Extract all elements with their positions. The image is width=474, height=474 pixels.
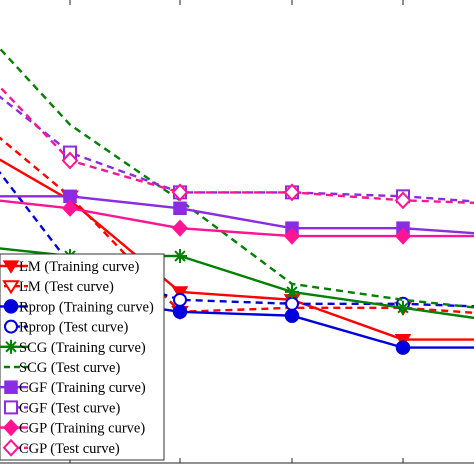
legend-label: LM (Test curve) (19, 279, 114, 295)
series-line (0, 158, 474, 341)
data-point (283, 183, 301, 202)
series-line (0, 46, 474, 309)
data-point (173, 249, 187, 264)
legend-item: SCG (Test curve) (0, 360, 120, 376)
series-line (0, 170, 474, 308)
data-point (2, 438, 20, 457)
data-point (2, 280, 20, 295)
legend-item: CGP (Training curve) (0, 419, 145, 437)
data-point (2, 419, 20, 437)
data-point (394, 191, 412, 210)
legend-label: SCG (Training curve) (19, 340, 146, 356)
series-line (0, 136, 474, 315)
data-point (396, 300, 410, 315)
data-point (2, 260, 20, 274)
legend-box (0, 253, 165, 461)
data-point (173, 201, 187, 216)
data-point (283, 227, 301, 245)
series-line (0, 85, 474, 205)
legend: LM (Training curve) LM (Test curve) Rprop … (0, 253, 165, 461)
data-point (285, 284, 299, 299)
data-point (4, 339, 18, 354)
series-9 (0, 85, 474, 210)
asterisk-stroke (174, 250, 186, 262)
data-point (285, 296, 299, 311)
data-point (61, 151, 79, 170)
data-point (284, 308, 300, 323)
legend-item: Rprop (Test curve) (0, 319, 128, 336)
asterisk-stroke (397, 302, 409, 314)
legend-label: CGF (Training curve) (19, 380, 146, 396)
data-point (4, 319, 18, 334)
axes (0, 0, 474, 464)
legend-item: LM (Training curve) (0, 259, 139, 275)
data-point (173, 292, 187, 307)
legend-item: SCG (Training curve) (0, 339, 146, 356)
asterisk-stroke (5, 341, 17, 353)
data-point (394, 333, 412, 348)
data-point (395, 340, 411, 355)
data-point (171, 286, 189, 300)
data-point (171, 219, 189, 237)
legend-item: CGP (Test curve) (0, 438, 120, 457)
series-line (0, 195, 474, 235)
legend-item: CGF (Training curve) (0, 380, 146, 396)
legend-label: LM (Training curve) (19, 259, 139, 275)
series-7 (0, 95, 474, 204)
legend-item: Rprop (Training curve) (0, 299, 154, 315)
data-point (61, 199, 79, 217)
legend-label: CGF (Test curve) (19, 400, 120, 416)
legend-item: LM (Test curve) (0, 279, 114, 295)
series-8 (0, 199, 474, 245)
data-point (4, 380, 18, 394)
series-lines (0, 46, 474, 355)
series-line (0, 199, 474, 238)
data-point (172, 304, 188, 320)
data-point (394, 227, 412, 245)
series-line (0, 95, 474, 203)
data-point (3, 299, 19, 314)
legend-label: CGP (Test curve) (19, 441, 120, 457)
legend-label: Rprop (Training curve) (19, 299, 154, 315)
legend-label: SCG (Test curve) (19, 360, 120, 376)
legend-label: Rprop (Test curve) (19, 320, 128, 336)
data-point (171, 183, 189, 202)
asterisk-stroke (286, 286, 298, 298)
legend-item: CGF (Test curve) (0, 400, 120, 416)
legend-label: CGP (Training curve) (19, 421, 145, 437)
series-5 (0, 46, 474, 309)
data-point (4, 400, 18, 415)
